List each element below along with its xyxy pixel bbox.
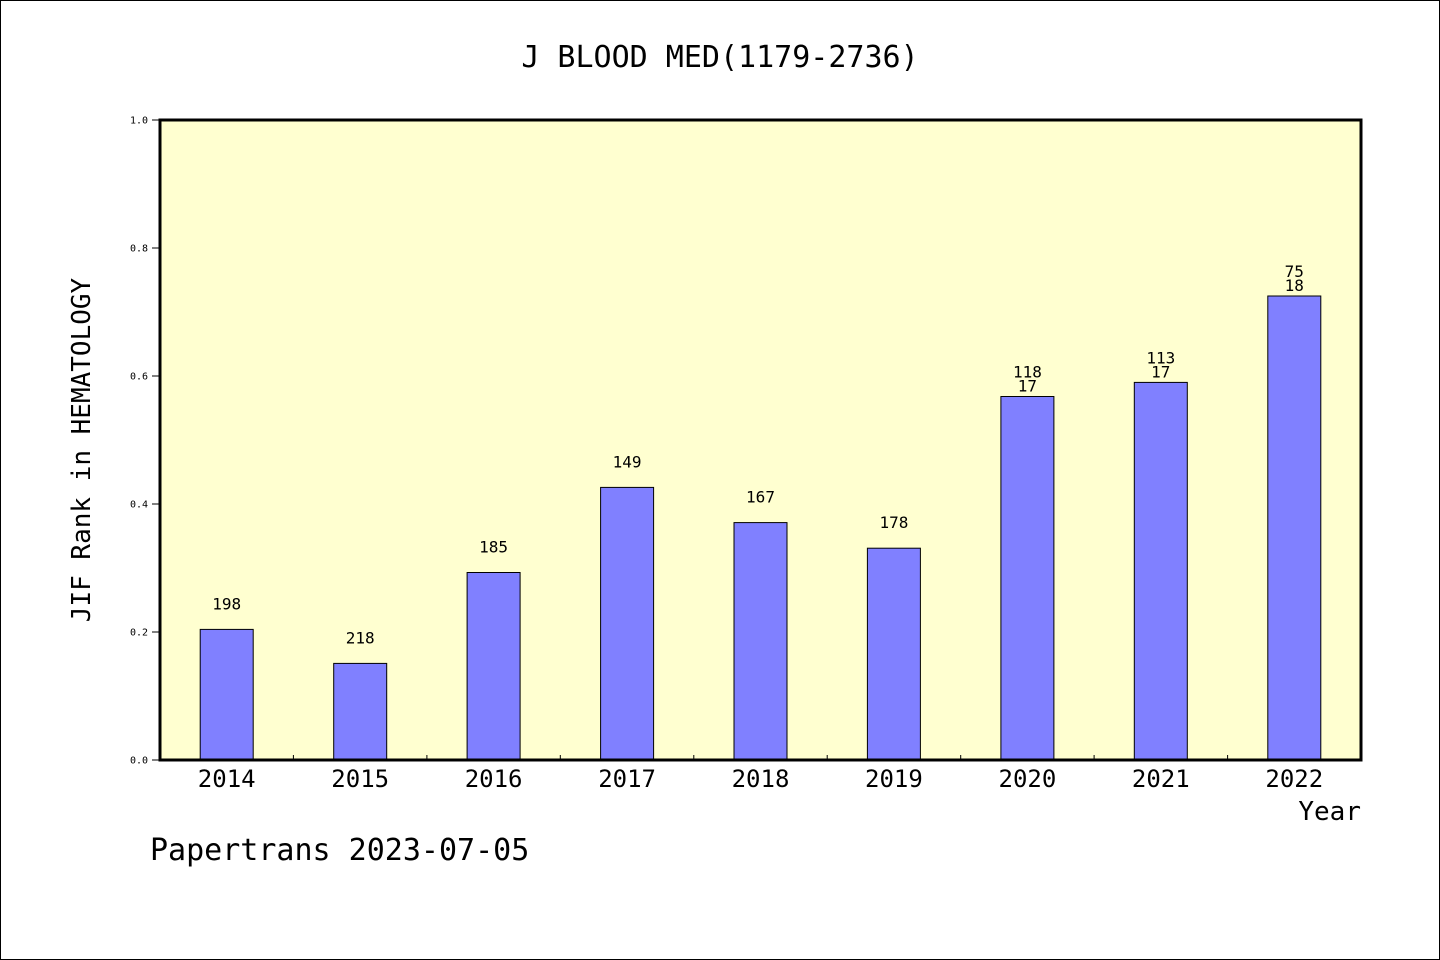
bars-group [199,295,1322,761]
y-tick-label-0.6: 0.6 [130,372,148,383]
bar-label-2022-1: 75 [1285,262,1304,281]
y-tick-label-0.0: 0.0 [130,756,148,767]
bar-2014 [199,628,254,761]
bar-2021 [1133,381,1188,761]
bar-label-2021-1: 113 [1146,348,1175,367]
x-tick-label-2016: 2016 [465,765,523,793]
bar-label-2020-2: 17 [1018,377,1037,396]
plot-frame [158,118,1363,762]
y-axis-label: JIF Rank in HEMATOLOGY [67,277,97,622]
bar-label-2019: 178 [879,513,908,532]
bar-2022 [1267,295,1322,761]
bar-label-2014: 198 [212,594,241,613]
y-axis: 0.0 0.2 0.4 0.6 0.8 1.0 [130,116,160,767]
x-tick-label-2014: 2014 [198,765,256,793]
x-axis-label: Year [1298,797,1361,827]
bar-label-2021-2: 17 [1151,362,1170,381]
bar-2020 [1000,396,1055,761]
x-tick-label-2019: 2019 [865,765,923,793]
y-tick-label-0.8: 0.8 [130,244,148,255]
footer-note: Papertrans 2023-07-05 [150,833,530,868]
bar-label-2016: 185 [479,538,508,557]
bar-label-2022-2: 18 [1285,276,1304,295]
bar-label-2020-1: 118 [1013,363,1042,382]
y-tick-label-0.4: 0.4 [130,500,148,511]
chart-title: J BLOOD MED(1179-2736) [521,40,918,75]
bar-2019 [866,547,921,761]
bar-label-2015: 218 [346,628,375,647]
bar-2018 [733,522,788,761]
x-tick-label-2020: 2020 [999,765,1057,793]
x-tick-label-2017: 2017 [598,765,656,793]
x-tick-label-2015: 2015 [331,765,389,793]
y-tick-label-0.2: 0.2 [130,628,148,639]
y-tick-label-1.0: 1.0 [130,116,148,127]
x-tick-label-2018: 2018 [732,765,790,793]
x-tick-label-2022: 2022 [1265,765,1323,793]
bar-2015 [333,662,388,761]
bar-label-2018: 167 [746,488,775,507]
x-axis: 2014 2015 2016 2017 2018 2019 2020 2021 2022 [198,755,1323,793]
bar-2016 [466,572,521,761]
bar-label-2017: 149 [613,452,642,471]
x-tick-label-2021: 2021 [1132,765,1190,793]
bar-2017 [600,486,655,761]
